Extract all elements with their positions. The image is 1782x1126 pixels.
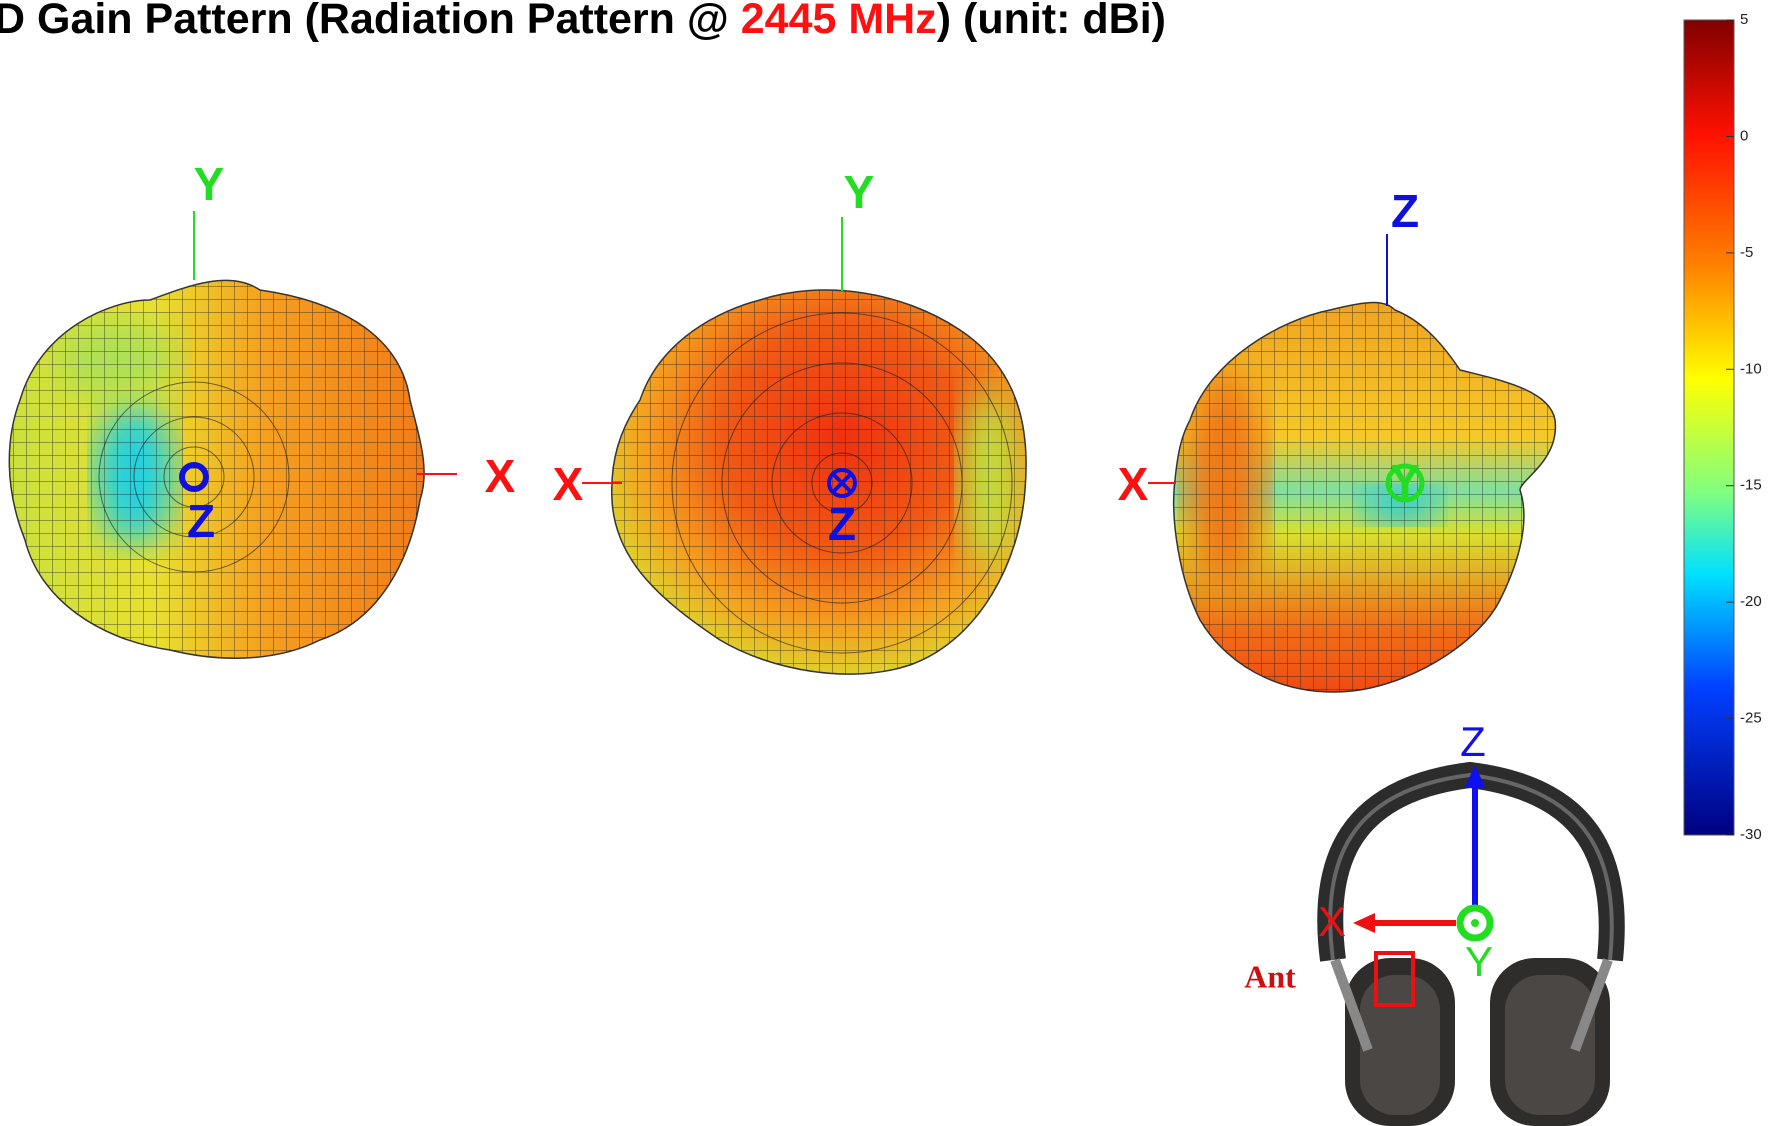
colorbar-tick-label: 0	[1740, 127, 1748, 144]
title: D Gain Pattern (Radiation Pattern @ 2445…	[0, 0, 1166, 43]
pattern-view-3: Z X Y	[1118, 185, 1570, 710]
orientation-x: X	[1318, 898, 1346, 945]
colorbar-tick-label: -25	[1740, 710, 1762, 727]
title-prefix: D Gain Pattern (Radiation Pattern @	[0, 0, 741, 43]
axis-label-side: X	[1118, 458, 1149, 510]
axis-label-side: X	[485, 450, 516, 502]
pattern-view-2: Y X Z	[553, 166, 1040, 690]
figure: D Gain Pattern (Radiation Pattern @ 2445…	[0, 0, 1782, 1126]
axis-label-up: Y	[844, 166, 875, 218]
colorbar-tick-label: -30	[1740, 826, 1762, 843]
axis-label-up: Z	[1391, 185, 1419, 237]
colorbar-tick-label: -5	[1740, 244, 1753, 261]
axis-label-center: Z	[187, 495, 215, 547]
shape	[0, 260, 440, 680]
axis-label-center: Y	[1390, 455, 1421, 507]
axis-label-up: Y	[194, 158, 225, 210]
pattern-view-1: Y X Z	[0, 158, 516, 680]
shape	[600, 270, 1040, 690]
colorbar-tick-label: -10	[1740, 360, 1762, 377]
colorbar-tick-label: -20	[1740, 593, 1762, 610]
headphone-orientation: Z X Y Ant	[1244, 718, 1612, 1126]
colorbar-tick-label: -15	[1740, 477, 1762, 494]
colorbar-scale	[1684, 20, 1734, 835]
title-suffix: ) (unit: dBi)	[937, 0, 1166, 43]
axis-label-side: X	[553, 458, 584, 510]
shape	[1353, 913, 1375, 933]
axis-label-center: Z	[828, 498, 856, 550]
antenna-label: Ant	[1244, 958, 1296, 994]
shape	[0, 260, 440, 680]
colorbar-tick-label: 5	[1740, 11, 1748, 28]
shape	[1471, 919, 1479, 927]
title-frequency: 2445 MHz	[741, 0, 937, 43]
colorbar: 5 0 -5 -10 -15 -20 -25 -30	[1684, 11, 1762, 843]
shape	[1360, 975, 1440, 1115]
orientation-y: Y	[1465, 938, 1493, 985]
shape	[600, 270, 1040, 690]
orientation-z: Z	[1460, 718, 1486, 765]
